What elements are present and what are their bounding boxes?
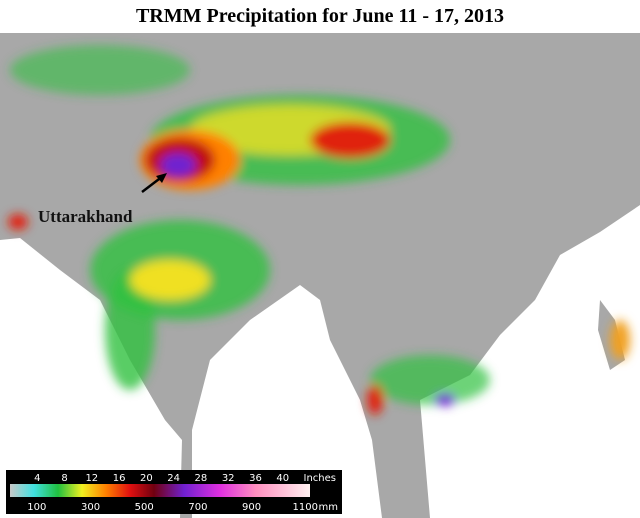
inch-tick-label: 20 — [140, 473, 153, 484]
mm-tick-label: 100 — [27, 502, 46, 513]
mm-tick-label: 700 — [188, 502, 207, 513]
inch-tick-label: 28 — [195, 473, 208, 484]
inch-tick-label: 8 — [61, 473, 67, 484]
inch-tick-label: 16 — [113, 473, 126, 484]
inch-tick-label: 4 — [34, 473, 40, 484]
inch-unit: Inches — [304, 473, 337, 484]
mm-tick-label: 1100 — [293, 502, 318, 513]
south-china-sea — [420, 205, 640, 518]
mm-unit: mm — [319, 502, 338, 513]
mm-tick-label: 900 — [242, 502, 261, 513]
inch-tick-label: 32 — [222, 473, 235, 484]
title: TRMM Precipitation for June 11 - 17, 201… — [136, 5, 504, 27]
legend: 4 8 12 16 20 24 28 32 36 40 Inches 100 300 500 700 900 1… — [6, 470, 342, 514]
region-label: Uttarakhand — [38, 207, 133, 226]
sri-lanka — [175, 406, 191, 434]
map: Uttarakhand — [0, 33, 640, 518]
arabian-sea — [0, 238, 182, 518]
rain-field — [8, 45, 630, 415]
arrow-head — [156, 173, 167, 183]
inch-tick-label: 40 — [276, 473, 289, 484]
mm-tick-label: 500 — [135, 502, 154, 513]
mm-tick-label: 300 — [81, 502, 100, 513]
inch-tick-label: 24 — [167, 473, 180, 484]
bay-of-bengal — [192, 285, 382, 518]
colorbar — [10, 484, 310, 497]
inch-tick-label: 36 — [249, 473, 262, 484]
inch-tick-label: 12 — [85, 473, 98, 484]
